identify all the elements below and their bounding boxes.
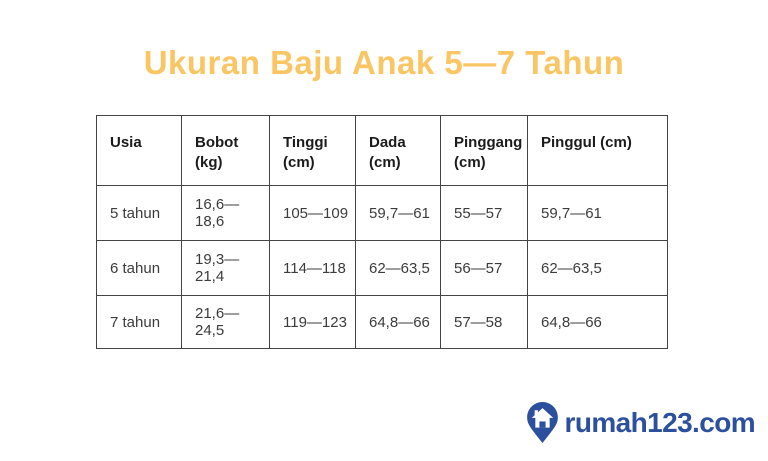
page-title: Ukuran Baju Anak 5—7 Tahun xyxy=(143,44,625,81)
rumah123-logo: rumah123.com xyxy=(526,401,756,444)
cell-pinggang: 55—57 xyxy=(440,185,528,241)
cell-tinggi: 105—109 xyxy=(269,185,356,241)
table-row: 7 tahun 21,6—24,5 119—123 64,8—66 57—58 … xyxy=(96,295,668,349)
col-header-bobot: Bobot (kg) xyxy=(181,115,270,186)
table-row: 6 tahun 19,3—21,4 114—118 62—63,5 56—57 … xyxy=(96,240,668,296)
cell-pinggang: 56—57 xyxy=(440,240,528,296)
cell-pinggul: 59,7—61 xyxy=(527,185,668,241)
cell-pinggul: 64,8—66 xyxy=(527,295,668,349)
cell-dada: 62—63,5 xyxy=(355,240,441,296)
table-header-row: Usia Bobot (kg) Tinggi (cm) Dada (cm) Pi… xyxy=(96,115,668,186)
col-header-pinggul: Pinggul (cm) xyxy=(527,115,668,186)
location-pin-house-icon xyxy=(526,401,559,444)
cell-usia: 5 tahun xyxy=(96,185,182,241)
col-header-pinggang: Pinggang (cm) xyxy=(440,115,528,186)
cell-tinggi: 119—123 xyxy=(269,295,356,349)
cell-usia: 6 tahun xyxy=(96,240,182,296)
table-row: 5 tahun 16,6—18,6 105—109 59,7—61 55—57 … xyxy=(96,185,668,241)
cell-bobot: 21,6—24,5 xyxy=(181,295,270,349)
cell-pinggang: 57—58 xyxy=(440,295,528,349)
cell-bobot: 19,3—21,4 xyxy=(181,240,270,296)
size-table: Usia Bobot (kg) Tinggi (cm) Dada (cm) Pi… xyxy=(96,115,668,349)
cell-dada: 64,8—66 xyxy=(355,295,441,349)
col-header-usia: Usia xyxy=(96,115,182,186)
cell-dada: 59,7—61 xyxy=(355,185,441,241)
cell-tinggi: 114—118 xyxy=(269,240,356,296)
cell-bobot: 16,6—18,6 xyxy=(181,185,270,241)
col-header-dada: Dada (cm) xyxy=(355,115,441,186)
col-header-tinggi: Tinggi (cm) xyxy=(269,115,356,186)
cell-pinggul: 62—63,5 xyxy=(527,240,668,296)
cell-usia: 7 tahun xyxy=(96,295,182,349)
logo-text: rumah123.com xyxy=(564,406,756,438)
